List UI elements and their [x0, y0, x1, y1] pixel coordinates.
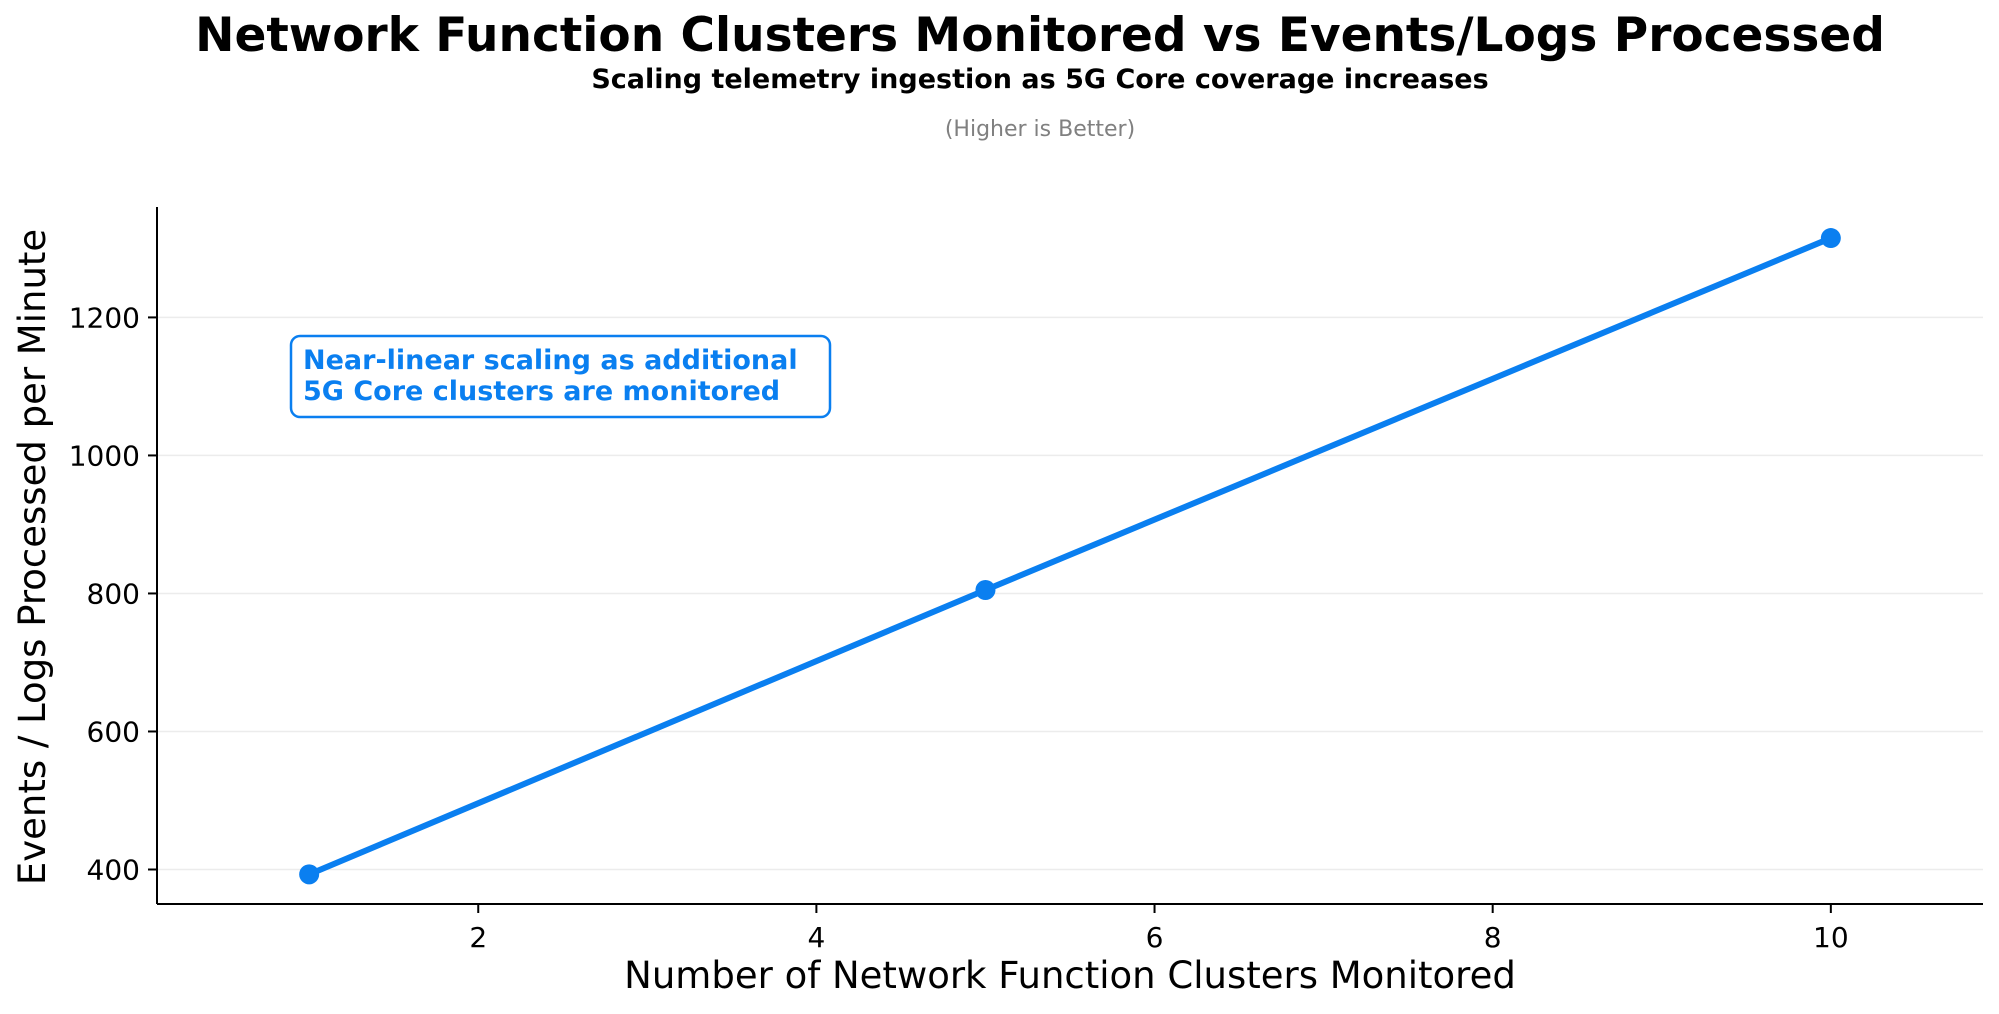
axis-ticks: 400 600 800 1000 1200 2 4 6 8 10 [69, 301, 1849, 954]
x-tick-label: 6 [1146, 921, 1164, 954]
chart-subtitle: Scaling telemetry ingestion as 5G Core c… [591, 64, 1488, 95]
annotation-box: Near-linear scaling as additional 5G Cor… [289, 334, 832, 419]
grid-lines [157, 316, 1983, 871]
y-tick-label: 600 [87, 715, 140, 748]
annotation-line-1: Near-linear scaling as additional [303, 345, 798, 376]
data-point [975, 580, 996, 601]
y-tick-label: 1200 [69, 301, 140, 334]
x-tick-label: 4 [807, 921, 825, 954]
x-tick-label: 10 [1813, 921, 1849, 954]
x-tick-label: 8 [1484, 921, 1502, 954]
y-tick-label: 1000 [69, 439, 140, 472]
data-point [1820, 228, 1841, 249]
x-tick-label: 2 [469, 921, 487, 954]
y-tick-label: 800 [87, 577, 140, 610]
series-line [306, 235, 1834, 878]
chart-note: (Higher is Better) [945, 117, 1135, 142]
y-axis-label: Events / Logs Processed per Minute [11, 229, 54, 885]
y-tick-label: 400 [87, 853, 140, 886]
annotation-frame [289, 334, 832, 419]
x-axis-label: Number of Network Function Clusters Moni… [624, 954, 1516, 997]
data-point [299, 864, 320, 885]
chart-title: Network Function Clusters Monitored vs E… [195, 8, 1885, 63]
annotation-line-2: 5G Core clusters are monitored [303, 376, 780, 407]
series-layer [299, 228, 1841, 885]
